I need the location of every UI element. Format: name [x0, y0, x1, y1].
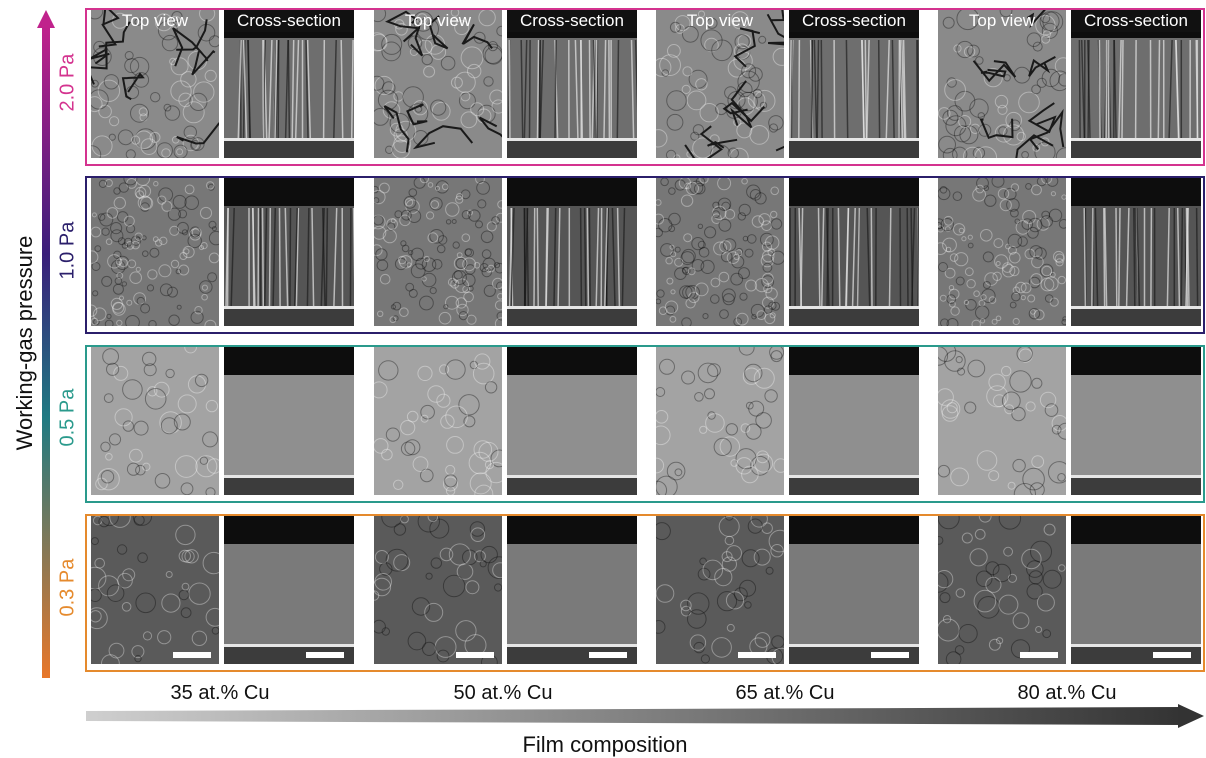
cross-section-image [507, 10, 637, 158]
cross-section-label: Cross-section [1071, 10, 1201, 32]
cross-section-image [1071, 516, 1201, 664]
scale-bar [738, 652, 776, 658]
cross-section-image [1071, 178, 1201, 326]
scale-bar [456, 652, 494, 658]
row-1-0-pa [85, 176, 1205, 334]
cross-section-image [507, 516, 637, 664]
cross-section-image [224, 347, 354, 495]
top-view-label: Top view [121, 11, 189, 30]
top-view-image [91, 10, 219, 158]
top-view-image [374, 347, 502, 495]
cross-section-image [224, 10, 354, 158]
cross-section-label: Cross-section [789, 10, 919, 32]
cross-section-image [1071, 10, 1201, 158]
pressure-label-1-0: 1.0 Pa [56, 221, 79, 280]
cross-section-image [789, 347, 919, 495]
scale-bar [306, 652, 344, 658]
top-view-image [656, 516, 784, 664]
cross-section-image [224, 178, 354, 326]
pressure-axis-arrow [37, 10, 55, 678]
top-view-label: Top view [968, 11, 1036, 30]
scale-bar [589, 652, 627, 658]
top-view-image [656, 178, 784, 326]
cross-section-image [1071, 347, 1201, 495]
composition-label-80: 80 at.% Cu [1017, 682, 1117, 704]
composition-label-50: 50 at.% Cu [453, 682, 553, 704]
top-view-label: Top view [686, 11, 754, 30]
scale-bar [173, 652, 211, 658]
top-view-image [938, 347, 1066, 495]
composition-axis-arrow [86, 704, 1204, 728]
top-view-label: Top view [404, 11, 472, 30]
row-2-0-pa [85, 8, 1205, 166]
row-0-3-pa [85, 514, 1205, 672]
top-view-image [656, 10, 784, 158]
x-axis-title: Film composition [522, 732, 688, 757]
cross-section-image [789, 10, 919, 158]
top-view-image [91, 516, 219, 664]
cross-section-image [224, 516, 354, 664]
scale-bar [1020, 652, 1058, 658]
composition-label-35: 35 at.% Cu [170, 682, 270, 704]
pressure-label-0-5: 0.5 Pa [56, 388, 79, 447]
cross-section-label: Cross-section [507, 10, 637, 32]
top-view-image [938, 516, 1066, 664]
top-view-image [374, 10, 502, 158]
row-0-5-pa [85, 345, 1205, 503]
composition-label-65: 65 at.% Cu [735, 682, 835, 704]
pressure-label-0-3: 0.3 Pa [56, 558, 79, 617]
scale-bar [1153, 652, 1191, 658]
scale-bar [871, 652, 909, 658]
cross-section-image [507, 178, 637, 326]
top-view-image [91, 178, 219, 326]
cross-section-label: Cross-section [224, 10, 354, 32]
top-view-image [656, 347, 784, 495]
cross-section-image [789, 516, 919, 664]
top-view-image [938, 178, 1066, 326]
top-view-image [938, 10, 1066, 158]
top-view-image [91, 347, 219, 495]
top-view-image [374, 516, 502, 664]
pressure-label-2-0: 2.0 Pa [56, 53, 79, 112]
top-view-image [374, 178, 502, 326]
y-axis-title: Working-gas pressure [12, 235, 37, 451]
cross-section-image [507, 347, 637, 495]
cross-section-image [789, 178, 919, 326]
